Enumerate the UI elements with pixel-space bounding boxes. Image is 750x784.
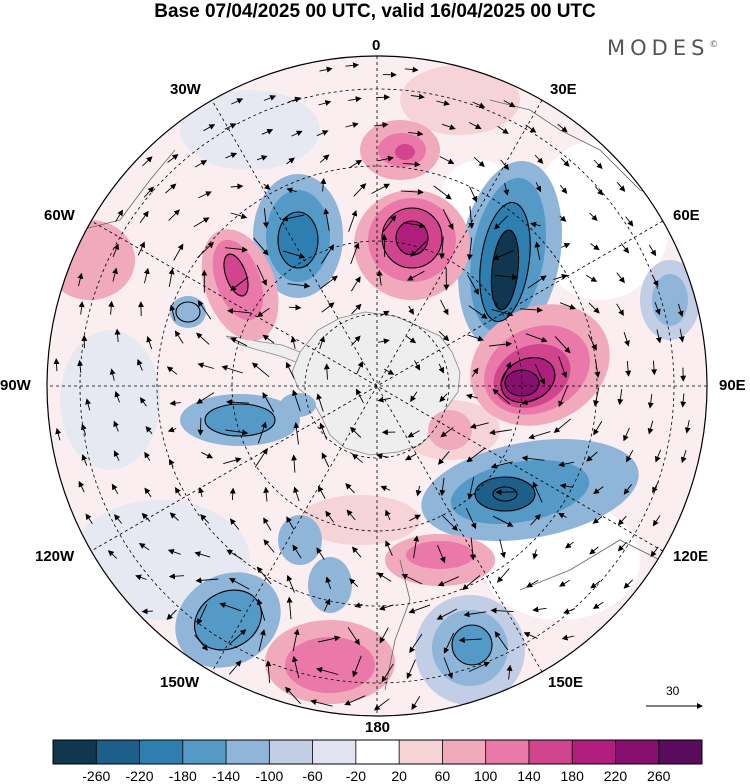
colorbar-segment: [486, 740, 530, 764]
colorbar-tick-label: -60: [302, 768, 322, 784]
colorbar-tick-label: -260: [82, 768, 110, 784]
lon-label-60w: 60W: [44, 208, 75, 224]
colorbar-segment: [399, 740, 443, 764]
colorbar-segment: [356, 740, 400, 764]
lon-label-150e: 150E: [548, 675, 583, 691]
colorbar-segment: [572, 740, 616, 764]
lon-label-0: 0: [372, 38, 380, 54]
colorbar-tick-label: 60: [435, 768, 451, 784]
colorbar-segment: [140, 740, 184, 764]
reference-vector-label: 30: [666, 684, 679, 698]
wind-arrow: [200, 418, 201, 435]
lon-label-90e: 90E: [719, 378, 746, 394]
colorbar-segment: [269, 740, 313, 764]
colorbar-segment: [442, 740, 486, 764]
wind-arrow: [289, 307, 301, 308]
colorbar-tick-label: 260: [647, 768, 670, 784]
wind-arrow: [143, 611, 153, 612]
colorbar-segment: [183, 740, 227, 764]
lon-label-30w: 30W: [170, 82, 201, 98]
colorbar-segment: [96, 740, 140, 764]
colorbar-segment: [226, 740, 270, 764]
lon-label-120w: 120W: [35, 549, 74, 565]
lon-label-60e: 60E: [673, 208, 700, 224]
lon-label-30e: 30E: [550, 82, 577, 98]
colorbar-tick-label: -180: [169, 768, 197, 784]
colorbar-segment: [529, 740, 573, 764]
lon-label-150w: 150W: [160, 675, 199, 691]
lon-label-120e: 120E: [673, 549, 708, 565]
lon-label-180: 180: [365, 720, 390, 736]
colorbar: [53, 740, 703, 764]
colorbar-segment: [313, 740, 357, 764]
colorbar-tick-label: -140: [212, 768, 240, 784]
lon-label-90w: 90W: [0, 378, 31, 394]
colorbar-tick-label: 100: [474, 768, 497, 784]
colorbar-tick-label: -220: [126, 768, 154, 784]
colorbar-tick-label: 180: [561, 768, 584, 784]
wind-arrow: [376, 97, 389, 98]
colorbar-segment: [53, 740, 97, 764]
map-disc: [40, 50, 720, 730]
colorbar-tick-label: 20: [391, 768, 407, 784]
colorbar-tick-label: -20: [346, 768, 366, 784]
colorbar-tick-label: 220: [604, 768, 627, 784]
wind-arrow: [384, 235, 385, 257]
colorbar-segment: [615, 740, 659, 764]
colorbar-segment: [659, 740, 703, 764]
colorbar-tick-label: 140: [517, 768, 540, 784]
colorbar-tick-label: -100: [255, 768, 283, 784]
